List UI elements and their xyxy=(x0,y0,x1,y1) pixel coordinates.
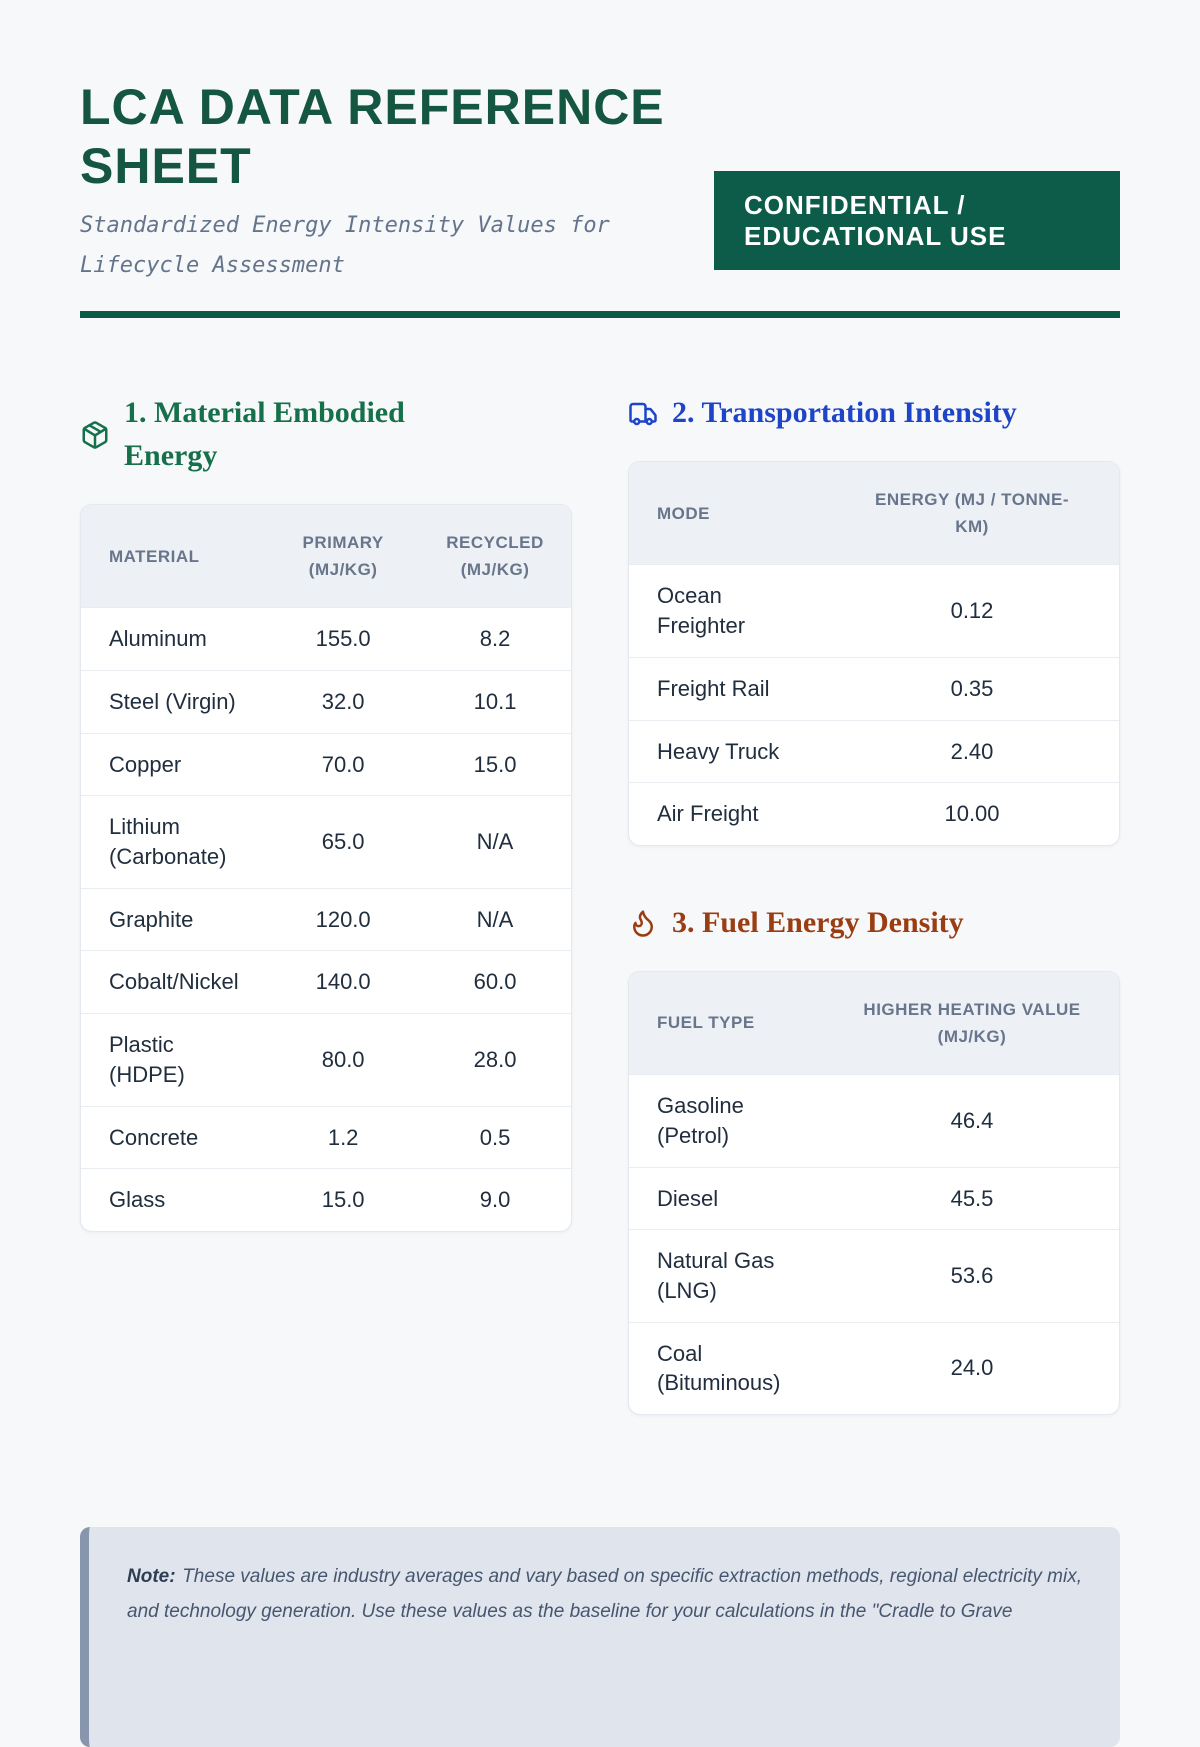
table-cell: N/A xyxy=(476,829,514,855)
table-cell: 70.0 xyxy=(321,751,365,777)
table-cell: Cobalt/Nickel xyxy=(109,969,239,995)
table-cell: Air Freight xyxy=(657,801,759,827)
table-cell: 0.12 xyxy=(950,598,994,624)
table-row: Air Freight 10.00 xyxy=(629,782,1119,845)
table-cell: Copper xyxy=(109,751,182,777)
table-cell: Coal (Bituminous) xyxy=(657,1340,781,1396)
table-cell: Natural Gas (LNG) xyxy=(657,1248,775,1303)
table-cell: 65.0 xyxy=(321,829,365,855)
table-row: Ocean Freighter 0.12 xyxy=(629,564,1119,656)
transportation-table: MODE ENERGY (MJ / TONNE-KM) Ocean Freighte… xyxy=(628,461,1120,846)
table-row: Gasoline (Petrol) 46.4 xyxy=(629,1074,1119,1166)
page-subtitle: Standardized Energy Intensity Values for… xyxy=(80,213,610,278)
table-cell: 10.1 xyxy=(473,689,517,715)
table-cell: N/A xyxy=(476,906,514,932)
table-row: Coal (Bituminous) 24.0 xyxy=(629,1321,1119,1414)
table-row: Lithium (Carbonate) 65.0 N/A xyxy=(81,795,571,887)
note-box: Note: These values are industry averages … xyxy=(80,1526,1120,1747)
table-cell: 28.0 xyxy=(473,1047,517,1072)
table-cell: Gasoline (Petrol) xyxy=(657,1093,744,1148)
table-row: Heavy Truck 2.40 xyxy=(629,719,1119,783)
table-cell: Steel (Virgin) xyxy=(109,689,236,715)
table-cell: 24.0 xyxy=(950,1355,994,1381)
section-title: 2. Transportation Intensity xyxy=(672,396,1017,430)
flame-icon xyxy=(628,908,658,938)
package-icon xyxy=(80,420,110,450)
right-column: 2. Transportation Intensity MODE ENERGY (… xyxy=(628,392,1120,1415)
table-row: Copper 70.0 15.0 xyxy=(81,732,571,796)
header: LCA DATA REFERENCE SHEET Standardized En… xyxy=(80,78,1120,285)
table-header-row: MATERIAL PRIMARY (MJ/KG) RECYCLED (MJ/KG) xyxy=(81,504,571,608)
column-header: ENERGY (MJ / TONNE-KM) xyxy=(874,490,1069,537)
table-cell: Glass xyxy=(109,1187,166,1213)
divider-rule xyxy=(80,311,1120,319)
table-cell: Freight Rail xyxy=(657,675,770,701)
table-cell: Plastic (HDPE) xyxy=(109,1032,185,1087)
table-cell: 53.6 xyxy=(950,1263,994,1289)
column-header: MATERIAL xyxy=(109,546,200,566)
table-cell: 10.00 xyxy=(944,801,1000,827)
table-row: Steel (Virgin) 32.0 10.1 xyxy=(81,670,571,733)
table-row: Natural Gas (LNG) 53.6 xyxy=(629,1229,1119,1321)
note-body: These values are industry averages and v… xyxy=(127,1565,1082,1623)
section-heading-fuel: 3. Fuel Energy Density xyxy=(628,902,1120,945)
table-cell: Concrete xyxy=(109,1124,199,1150)
table-cell: 15.0 xyxy=(321,1187,365,1213)
column-header: HIGHER HEATING VALUE (MJ/KG) xyxy=(863,999,1081,1046)
table-row: Diesel 45.5 xyxy=(629,1166,1119,1230)
table-cell: 46.4 xyxy=(950,1108,994,1133)
column-header: MODE xyxy=(657,503,710,523)
table-cell: 80.0 xyxy=(321,1047,365,1072)
table-cell: 140.0 xyxy=(315,969,371,995)
table-row: Cobalt/Nickel 140.0 60.0 xyxy=(81,950,571,1013)
table-cell: 0.35 xyxy=(950,675,994,701)
table-cell: 15.0 xyxy=(473,751,517,777)
table-cell: 1.2 xyxy=(327,1124,359,1150)
table-cell: 8.2 xyxy=(479,626,511,652)
table-cell: Aluminum xyxy=(109,626,207,652)
column-header: PRIMARY (MJ/KG) xyxy=(302,532,384,580)
table-cell: Ocean Freighter xyxy=(657,583,746,639)
section-heading-transportation: 2. Transportation Intensity xyxy=(628,392,1120,435)
column-header: RECYCLED (MJ/KG) xyxy=(446,532,544,580)
table-cell: 155.0 xyxy=(315,626,371,652)
table-cell: 32.0 xyxy=(321,689,365,715)
section-title: 3. Fuel Energy Density xyxy=(672,905,964,939)
table-cell: Heavy Truck xyxy=(657,738,780,764)
content-columns: 1. Material Embodied Energy MATERIAL PRIM… xyxy=(80,392,1120,1415)
confidential-badge: CONFIDENTIAL / EDUCATIONAL USE xyxy=(714,171,1120,271)
material-table: MATERIAL PRIMARY (MJ/KG) RECYCLED (MJ/KG) A… xyxy=(80,503,572,1232)
section-heading-material: 1. Material Embodied Energy xyxy=(80,392,572,478)
note-text: Note: These values are industry averages … xyxy=(127,1559,1082,1629)
table-row: Aluminum 155.0 8.2 xyxy=(81,607,571,670)
table-row: Graphite 120.0 N/A xyxy=(81,887,571,951)
table-cell: Diesel xyxy=(657,1185,719,1211)
left-column: 1. Material Embodied Energy MATERIAL PRIM… xyxy=(80,392,572,1232)
table-cell: 120.0 xyxy=(315,906,371,932)
table-cell: 60.0 xyxy=(473,969,517,995)
table-row: Freight Rail 0.35 xyxy=(629,656,1119,720)
fuel-table: FUEL TYPE HIGHER HEATING VALUE (MJ/KG) Gas… xyxy=(628,970,1120,1415)
table-cell: 9.0 xyxy=(479,1187,511,1213)
table-header-row: MODE ENERGY (MJ / TONNE-KM) xyxy=(629,462,1119,565)
truck-icon xyxy=(628,399,658,429)
table-row: Glass 15.0 9.0 xyxy=(81,1168,571,1231)
table-cell: Lithium (Carbonate) xyxy=(109,814,227,870)
table-cell: 0.5 xyxy=(479,1124,511,1150)
section-title: 1. Material Embodied Energy xyxy=(124,396,405,473)
column-header: FUEL TYPE xyxy=(657,1013,755,1033)
note-label: Note: xyxy=(127,1565,176,1587)
table-cell: 45.5 xyxy=(950,1185,994,1211)
page-title: LCA DATA REFERENCE SHEET xyxy=(80,79,665,194)
table-row: Plastic (HDPE) 80.0 28.0 xyxy=(81,1013,571,1105)
table-cell: Graphite xyxy=(109,906,194,932)
table-row: Concrete 1.2 0.5 xyxy=(81,1105,571,1169)
table-header-row: FUEL TYPE HIGHER HEATING VALUE (MJ/KG) xyxy=(629,971,1119,1075)
table-cell: 2.40 xyxy=(950,738,994,764)
